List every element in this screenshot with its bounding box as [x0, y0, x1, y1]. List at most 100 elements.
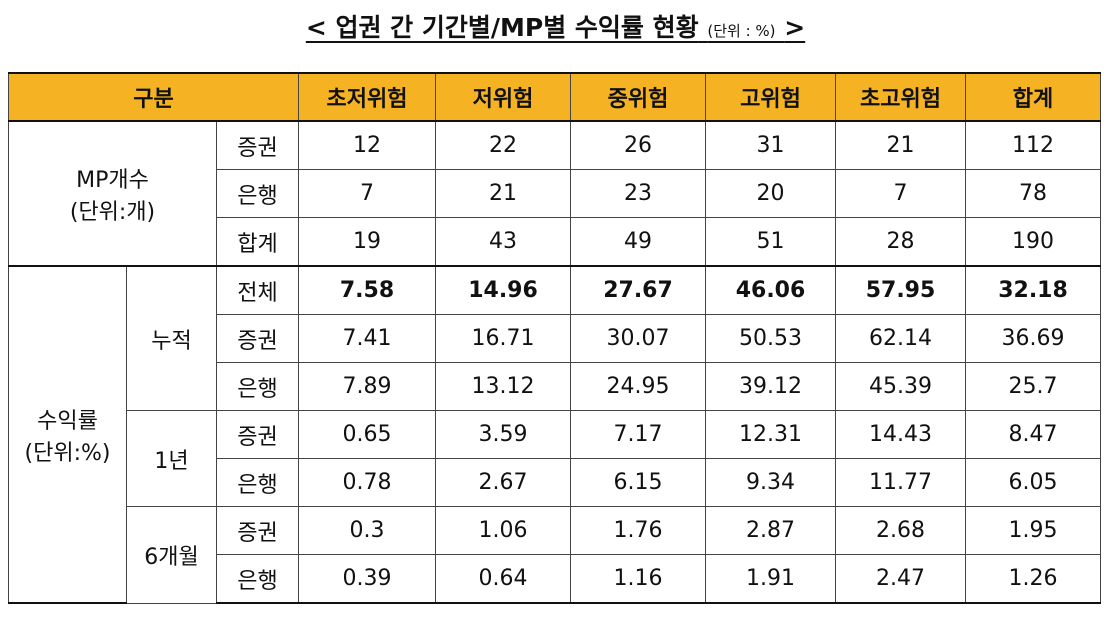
value-cell: 7 — [298, 169, 436, 218]
group-label: 수익률 (단위:%) — [8, 265, 127, 604]
value-cell: 112 — [965, 120, 1101, 170]
value-cell: 62.14 — [835, 314, 966, 363]
row-type: 증권 — [216, 314, 299, 363]
value-cell: 7.89 — [298, 362, 436, 411]
value-cell: 0.78 — [298, 458, 436, 507]
value-cell: 45.39 — [835, 362, 966, 411]
value-cell: 7 — [835, 169, 966, 218]
group-label-line: MP개수 — [76, 167, 149, 193]
value-cell: 6.15 — [570, 458, 706, 507]
group-label: MP개수 (단위:개) — [8, 120, 217, 267]
row: 은행 0.78 2.67 6.15 9.34 11.77 6.05 — [9, 458, 1101, 507]
value-cell: 1.95 — [965, 506, 1101, 555]
value-cell: 0.64 — [435, 554, 571, 604]
group-label-line: (단위:%) — [24, 440, 111, 466]
value-cell: 46.06 — [705, 265, 836, 315]
value-cell: 32.18 — [965, 265, 1101, 315]
row: MP개수 (단위:개) 증권 12 22 26 31 21 112 — [8, 120, 1101, 267]
row-type: 전체 — [216, 265, 299, 315]
value-cell: 21 — [835, 120, 966, 170]
value-cell: 6.05 — [965, 458, 1101, 507]
value-cell: 0.39 — [298, 554, 436, 604]
subgroup-label: 1년 — [126, 410, 217, 507]
value-cell: 12.31 — [705, 410, 836, 459]
value-cell: 7.41 — [298, 314, 436, 363]
value-cell: 31 — [705, 120, 836, 170]
value-cell: 20 — [705, 169, 836, 218]
title-close: > — [784, 13, 806, 42]
value-cell: 13.12 — [435, 362, 571, 411]
row: 은행 7 21 23 20 7 78 — [9, 169, 1101, 218]
value-cell: 12 — [298, 120, 436, 170]
value-cell: 1.26 — [965, 554, 1101, 604]
value-cell: 23 — [570, 169, 706, 218]
value-cell: 51 — [705, 217, 836, 267]
header-cell: 초고위험 — [835, 72, 966, 122]
row-type: 은행 — [216, 169, 299, 218]
value-cell: 27.67 — [570, 265, 706, 315]
header-cell: 저위험 — [435, 72, 571, 122]
value-cell: 2.87 — [705, 506, 836, 555]
row-type: 증권 — [216, 120, 299, 170]
row: 합계 19 43 49 51 28 190 — [9, 217, 1101, 267]
row-type: 증권 — [216, 410, 299, 459]
header-cell: 고위험 — [705, 72, 836, 122]
value-cell: 1.76 — [570, 506, 706, 555]
value-cell: 190 — [965, 217, 1101, 267]
value-cell: 11.77 — [835, 458, 966, 507]
value-cell: 0.3 — [298, 506, 436, 555]
value-cell: 21 — [435, 169, 571, 218]
subgroup-label: 누적 — [126, 265, 217, 411]
table: 구분 초저위험 저위험 중위험 고위험 초고위험 합계 MP개수 (단위:개) 증권 12 22 26 3… — [8, 72, 1101, 604]
value-cell: 50.53 — [705, 314, 836, 363]
value-cell: 25.7 — [965, 362, 1101, 411]
value-cell: 26 — [570, 120, 706, 170]
row-type: 은행 — [216, 458, 299, 507]
value-cell: 14.96 — [435, 265, 571, 315]
value-cell: 36.69 — [965, 314, 1101, 363]
group-label-line: (단위:개) — [69, 199, 156, 225]
value-cell: 1.06 — [435, 506, 571, 555]
value-cell: 78 — [965, 169, 1101, 218]
value-cell: 3.59 — [435, 410, 571, 459]
value-cell: 0.65 — [298, 410, 436, 459]
value-cell: 1.91 — [705, 554, 836, 604]
row: 1년 증권 0.65 3.59 7.17 12.31 14.43 8.47 — [9, 410, 1101, 507]
row-type: 은행 — [216, 362, 299, 411]
row: 6개월 증권 0.3 1.06 1.76 2.87 2.68 1.95 — [9, 506, 1101, 604]
row: 은행 0.39 0.64 1.16 1.91 2.47 1.26 — [9, 554, 1101, 604]
group-label-line: 수익률 — [37, 408, 98, 434]
row: 수익률 (단위:%) 누적 전체 7.58 14.96 27.67 46.06 57.95 32.… — [8, 265, 1101, 604]
value-cell: 1.16 — [570, 554, 706, 604]
value-cell: 43 — [435, 217, 571, 267]
value-cell: 9.34 — [705, 458, 836, 507]
value-cell: 2.68 — [835, 506, 966, 555]
title: < 업권 간 기간별/MP별 수익률 현황 (단위 : %) > — [0, 8, 1111, 44]
value-cell: 7.17 — [570, 410, 706, 459]
value-cell: 30.07 — [570, 314, 706, 363]
header-cell: 초저위험 — [298, 72, 436, 122]
value-cell: 7.58 — [298, 265, 436, 315]
subgroup-label: 6개월 — [126, 506, 217, 604]
row: 은행 7.89 13.12 24.95 39.12 45.39 25.7 — [9, 362, 1101, 411]
title-unit: (단위 : %) — [707, 22, 776, 40]
value-cell: 14.43 — [835, 410, 966, 459]
row-type: 은행 — [216, 554, 299, 604]
value-cell: 49 — [570, 217, 706, 267]
row: 증권 7.41 16.71 30.07 50.53 62.14 36.69 — [9, 314, 1101, 363]
header-cell: 중위험 — [570, 72, 706, 122]
value-cell: 16.71 — [435, 314, 571, 363]
header-row: 구분 초저위험 저위험 중위험 고위험 초고위험 합계 — [8, 72, 1101, 122]
value-cell: 57.95 — [835, 265, 966, 315]
header-cell: 합계 — [965, 72, 1101, 122]
row-type: 합계 — [216, 217, 299, 267]
value-cell: 28 — [835, 217, 966, 267]
value-cell: 39.12 — [705, 362, 836, 411]
value-cell: 8.47 — [965, 410, 1101, 459]
value-cell: 22 — [435, 120, 571, 170]
value-cell: 19 — [298, 217, 436, 267]
value-cell: 2.47 — [835, 554, 966, 604]
value-cell: 24.95 — [570, 362, 706, 411]
row-type: 증권 — [216, 506, 299, 555]
